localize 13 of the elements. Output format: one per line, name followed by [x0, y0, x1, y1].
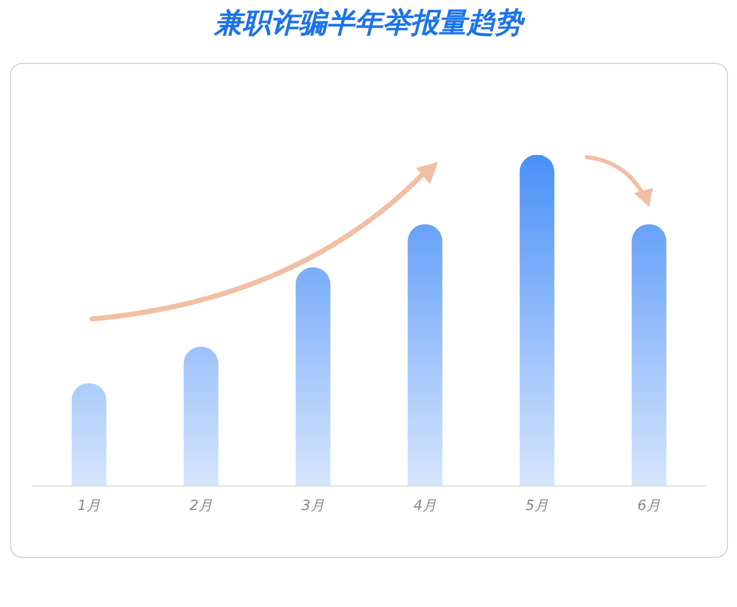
bar: [408, 224, 442, 486]
bar: [296, 267, 330, 486]
x-tick-label: 4月: [414, 498, 436, 514]
x-tick-label: 2月: [190, 498, 212, 514]
bar: [184, 346, 218, 486]
x-tick-label: 6月: [638, 498, 660, 514]
x-tick-label: 3月: [302, 498, 324, 514]
x-tick-label: 5月: [526, 498, 548, 514]
chart-title: 兼职诈骗半年举报量趋势: [212, 5, 526, 41]
x-tick-label: 1月: [78, 498, 100, 514]
bar: [632, 224, 666, 486]
bar: [520, 155, 554, 486]
bar: [72, 383, 106, 486]
